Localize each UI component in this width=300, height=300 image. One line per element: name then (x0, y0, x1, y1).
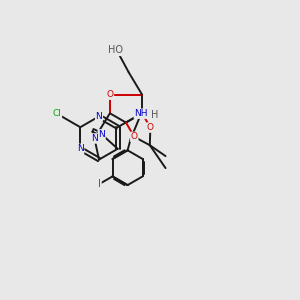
Text: N: N (77, 144, 84, 153)
Text: N: N (91, 134, 98, 143)
Text: I: I (98, 179, 101, 189)
Text: Cl: Cl (52, 109, 61, 118)
Text: O: O (147, 123, 154, 132)
Text: N: N (96, 112, 102, 121)
Text: H: H (151, 110, 158, 120)
Text: NH: NH (134, 109, 148, 118)
Text: O: O (106, 90, 113, 99)
Text: O: O (131, 132, 138, 141)
Text: N: N (98, 130, 105, 139)
Text: HO: HO (108, 45, 123, 55)
